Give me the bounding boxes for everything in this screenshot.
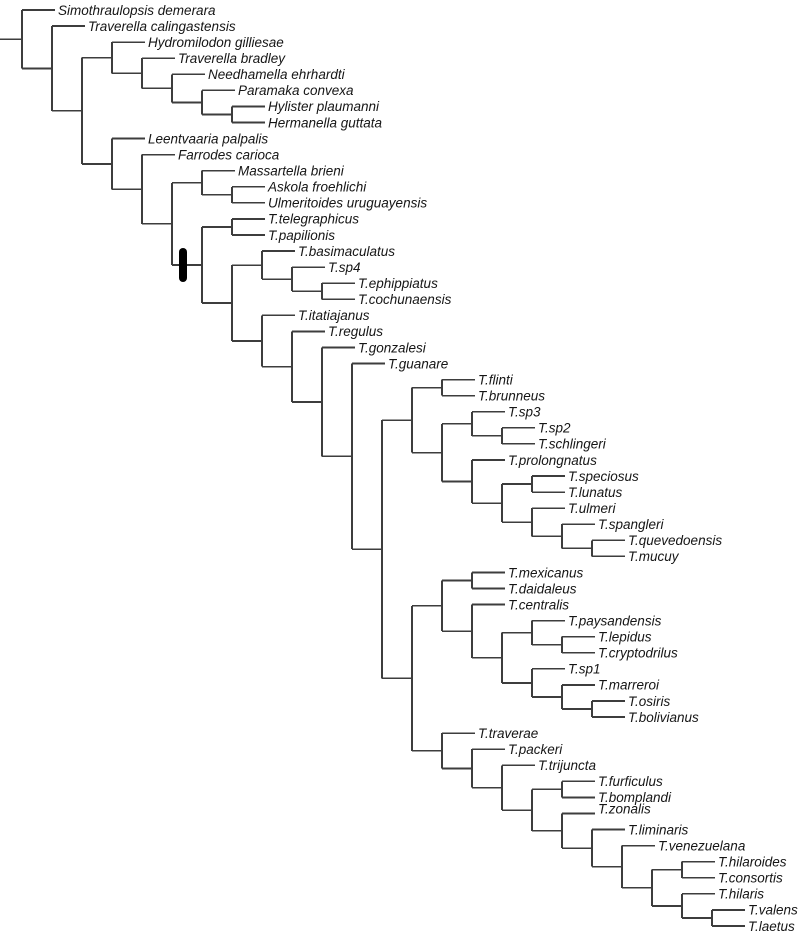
taxon-label: T.laetus — [748, 919, 795, 934]
taxon-label: T.bomplandi — [598, 790, 672, 805]
taxon-label: T.hilaris — [718, 887, 764, 902]
taxon-label: T.osiris — [628, 694, 671, 709]
taxon-label: T.regulus — [328, 324, 383, 339]
taxon-label: Hylister plaumanni — [268, 99, 380, 114]
taxon-label: Paramaka convexa — [238, 83, 354, 98]
taxon-label: T.hilaroides — [718, 855, 787, 870]
taxon-label: T.venezuelana — [658, 838, 746, 853]
taxon-label: Hydromilodon gilliesae — [148, 35, 284, 50]
taxon-label: T.packeri — [508, 742, 563, 757]
taxon-label: T.schlingeri — [538, 437, 607, 452]
taxon-label: T.basimaculatus — [298, 244, 395, 259]
taxon-label: T.ephippiatus — [358, 276, 438, 291]
taxon-label: Massartella brieni — [238, 164, 345, 179]
taxon-label: Hermanella guttata — [268, 115, 383, 130]
taxon-label: T.mexicanus — [508, 565, 584, 580]
taxon-label: T.furficulus — [598, 774, 663, 789]
taxon-label: Askola froehlichi — [267, 180, 367, 195]
taxon-label: T.marreroi — [598, 678, 660, 693]
taxon-label: T.speciosus — [568, 469, 639, 484]
taxon-label: T.sp1 — [568, 662, 601, 677]
taxon-label: Ulmeritoides uruguayensis — [268, 196, 427, 211]
taxon-label: T.mucuy — [628, 549, 680, 564]
taxon-label: T.sp4 — [328, 260, 361, 275]
taxon-label: T.daidaleus — [508, 581, 577, 596]
taxon-label: T.prolongnatus — [508, 453, 597, 468]
taxon-label: T.brunneus — [478, 388, 545, 403]
taxon-label: Traverella calingastensis — [88, 19, 236, 34]
taxon-label: T.valens — [748, 903, 798, 918]
taxon-label: Simothraulopsis demerara — [58, 3, 216, 18]
taxon-label: T.traverae — [478, 726, 538, 741]
taxon-label: T.centralis — [508, 597, 569, 612]
taxon-label: T.liminaris — [628, 822, 689, 837]
clade-marker-bar — [179, 247, 187, 282]
taxon-label: T.itatiajanus — [298, 308, 370, 323]
taxon-label: T.paysandensis — [568, 613, 662, 628]
taxon-label: T.bolivianus — [628, 710, 699, 725]
taxon-label: T.quevedoensis — [628, 533, 722, 548]
taxon-label: T.sp3 — [508, 405, 541, 420]
taxon-label: T.cryptodrilus — [598, 646, 678, 661]
taxon-label: T.zonalis — [598, 801, 651, 816]
taxon-label: Farrodes carioca — [178, 147, 280, 162]
taxon-label: Traverella bradley — [178, 51, 286, 66]
taxon-label: T.sp2 — [538, 421, 571, 436]
taxon-label: T.gonzalesi — [358, 340, 427, 355]
taxon-label: T.trijuncta — [538, 758, 597, 773]
taxon-label: T.lunatus — [568, 485, 623, 500]
taxon-label: T.spangleri — [598, 517, 665, 532]
taxon-label: T.papilionis — [268, 228, 335, 243]
taxon-label: Leentvaaria palpalis — [148, 131, 268, 146]
taxon-label: T.lepidus — [598, 630, 652, 645]
taxon-label: T.cochunaensis — [358, 292, 452, 307]
taxon-label: T.guanare — [388, 356, 448, 371]
taxon-label: T.consortis — [718, 871, 783, 886]
taxon-label: T.telegraphicus — [268, 212, 359, 227]
taxon-label: Needhamella ehrhardti — [208, 67, 346, 82]
taxon-label: T.flinti — [478, 372, 514, 387]
taxon-label: T.ulmeri — [568, 501, 617, 516]
